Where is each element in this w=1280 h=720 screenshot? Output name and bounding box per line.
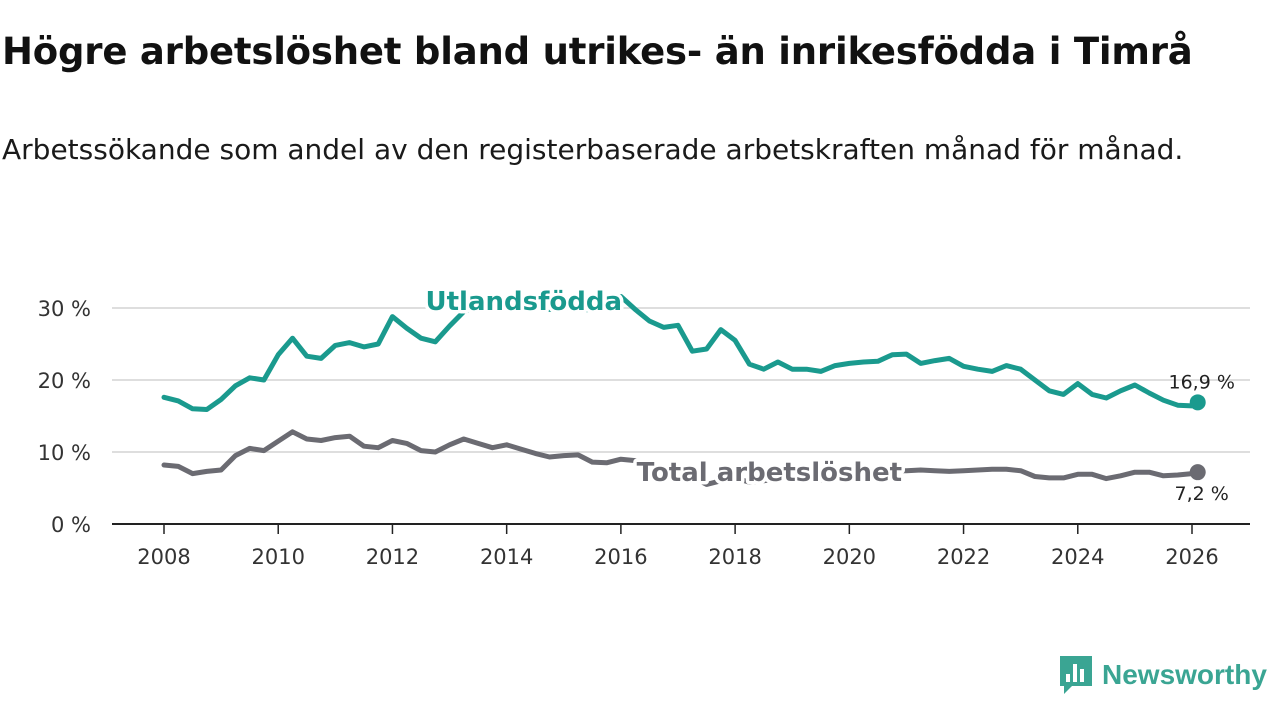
series-name-halo: Utlandsfödda [426, 287, 623, 317]
y-tick-label: 0 % [51, 513, 91, 537]
series-end-point [1189, 464, 1206, 481]
x-tick-label: 2022 [937, 545, 990, 569]
y-tick-label: 30 % [38, 297, 91, 321]
x-tick-label: 2012 [366, 545, 419, 569]
series-name-label: Utlandsfödda [426, 287, 623, 317]
y-tick-label: 10 % [38, 441, 91, 465]
series-end-label: 16,9 % [1169, 371, 1235, 393]
series-line-utlandsfodda [161, 294, 1201, 412]
x-tick-label: 2008 [137, 545, 190, 569]
series-line-total [161, 429, 1201, 487]
x-tick-label: 2024 [1051, 545, 1104, 569]
axis-ticks: 0 % 10 % 20 % 30 % 2008 2010 2012 2014 2016 2018 2… [38, 297, 1219, 569]
y-tick-label: 20 % [38, 369, 91, 393]
x-tick-label: 2020 [823, 545, 876, 569]
chart-labels: 16,9 %7,2 %UtlandsföddaUtlandsföddaTotal… [422, 283, 1235, 505]
x-tick-label: 2016 [594, 545, 647, 569]
chart-title: Högre arbetslöshet bland utrikes- än inr… [2, 30, 1193, 73]
grid-lines [112, 307, 1250, 525]
newsworthy-logo: Newsworthy [1058, 654, 1267, 696]
x-tick-label: 2026 [1165, 545, 1218, 569]
series-end-label: 7,2 % [1175, 483, 1229, 505]
brand-name: Newsworthy [1102, 659, 1267, 690]
x-tick-label: 2018 [708, 545, 761, 569]
x-tick-label: 2010 [251, 545, 304, 569]
series-name-halo: Total arbetslöshet [637, 458, 902, 488]
x-tick-label: 2014 [480, 545, 533, 569]
series-end-point [1189, 394, 1206, 411]
series-lines [161, 294, 1206, 487]
series-name-label: Total arbetslöshet [637, 458, 902, 488]
chart-subtitle: Arbetssökande som andel av den registerb… [2, 133, 1184, 166]
bar-chart-logo-icon [1060, 656, 1092, 694]
